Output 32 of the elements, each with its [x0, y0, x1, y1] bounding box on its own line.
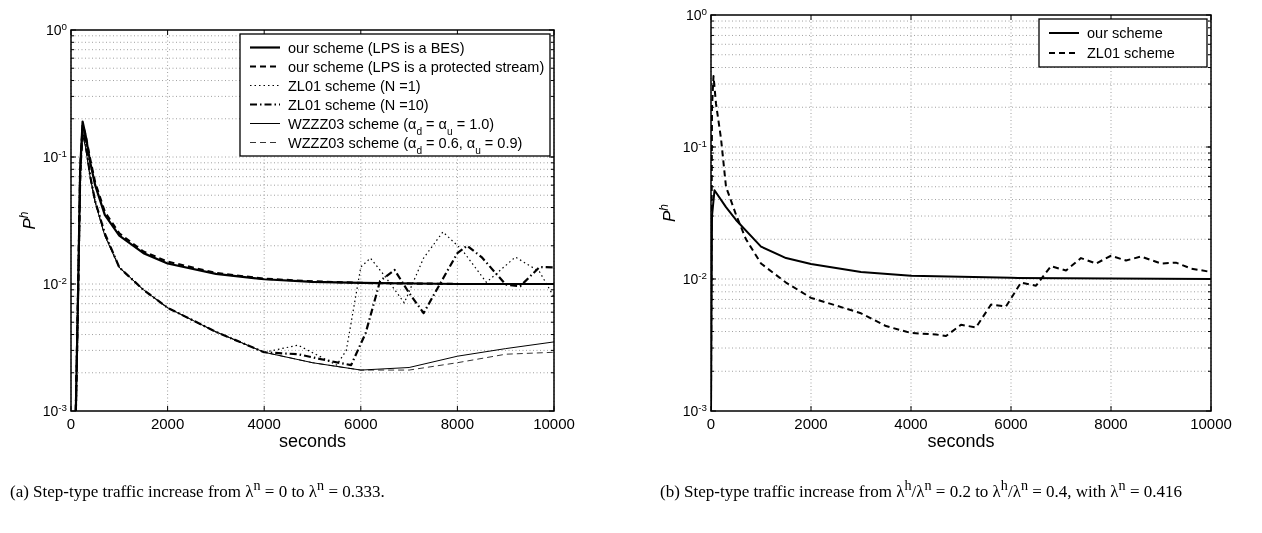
legend-label: our scheme (LPS is a protected stream)	[288, 58, 545, 75]
y-tick-label: 10$^{0}$	[45, 20, 68, 38]
text: (b) Step-type traffic increase from λ$^{h}$/λ$^{n}$ = 0.2 to λ$^{h}$/λ$^{n}$ = 0.4, with λ$^{n}$ = 0.416	[660, 477, 1182, 501]
x-tick-label: 10000	[533, 415, 575, 432]
x-tick-label: 6000	[994, 415, 1028, 432]
x-axis-title: seconds	[278, 431, 347, 451]
legend-label: our scheme (LPS is a BES)	[288, 39, 465, 56]
y-tick-label: 10$^{-2}$	[42, 274, 67, 292]
legend-label: ZL01 scheme (N =1)	[288, 77, 421, 94]
x-tick-label: 2000	[150, 415, 185, 432]
legend-label: our scheme	[1087, 25, 1163, 41]
x-tick-label: 6000	[344, 415, 378, 432]
y-tick-label: 10$^{-3}$	[682, 401, 708, 419]
text: (a) Step-type traffic increase from λ$^{n}$ = 0 to λ$^{n}$ = 0.333.	[10, 476, 386, 503]
x-tick-label: 10000	[1190, 415, 1232, 432]
legend-label: ZL01 scheme	[1087, 45, 1175, 61]
legend-label: ZL01 scheme (N =10)	[288, 96, 429, 113]
y-tick-label: 10$^{-3}$	[42, 401, 68, 419]
x-tick-label: 0	[706, 415, 716, 432]
x-tick-label: 4000	[894, 415, 928, 432]
x-tick-label: 4000	[247, 415, 281, 432]
x-tick-label: 2000	[794, 415, 828, 432]
x-tick-label: 0	[66, 415, 76, 432]
y-tick-label: 10$^{-1}$	[682, 137, 707, 155]
legend-label: WZZZ03 scheme (α$_{d}$ = 0.6, α$_{u}$ = 0.9)	[288, 134, 523, 155]
x-tick-label: 8000	[1094, 415, 1128, 432]
x-axis-title: seconds	[927, 431, 995, 451]
x-tick-label: 8000	[440, 415, 475, 432]
y-tick-label: 10$^{-2}$	[682, 269, 707, 287]
y-tick-label: 10$^{-1}$	[42, 147, 67, 165]
legend-label: WZZZ03 scheme (α$_{d}$ = α$_{u}$ = 1.0)	[288, 115, 495, 136]
y-tick-label: 10$^{0}$	[685, 5, 708, 23]
